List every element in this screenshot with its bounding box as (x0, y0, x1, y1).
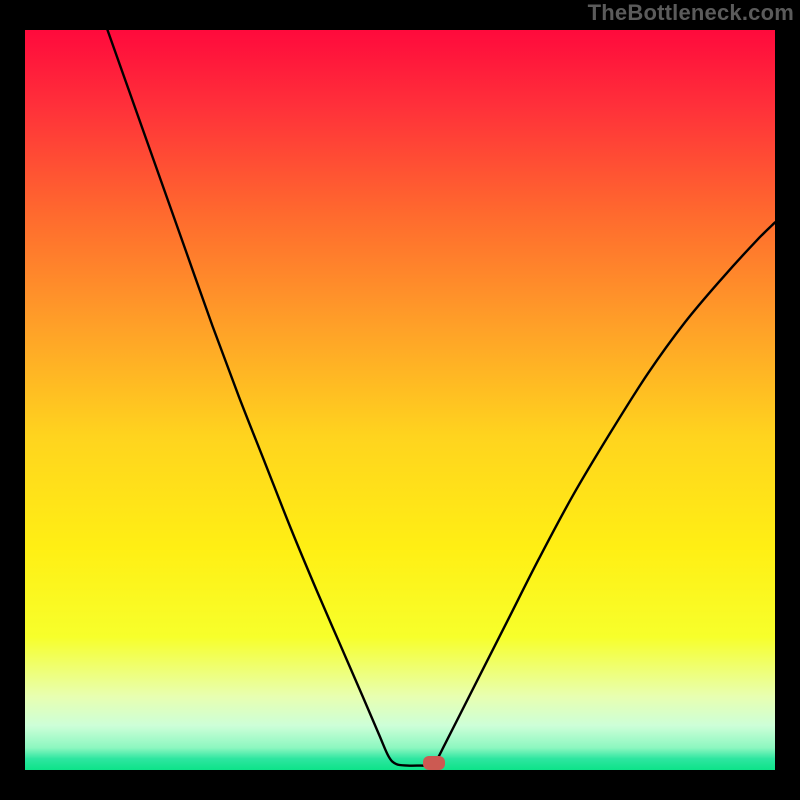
chart-marker (423, 756, 445, 770)
page-root: TheBottleneck.com (0, 0, 800, 800)
watermark-text: TheBottleneck.com (588, 0, 794, 26)
curve-path (108, 30, 776, 766)
chart-plot-area (25, 30, 775, 770)
chart-curve (25, 30, 775, 770)
